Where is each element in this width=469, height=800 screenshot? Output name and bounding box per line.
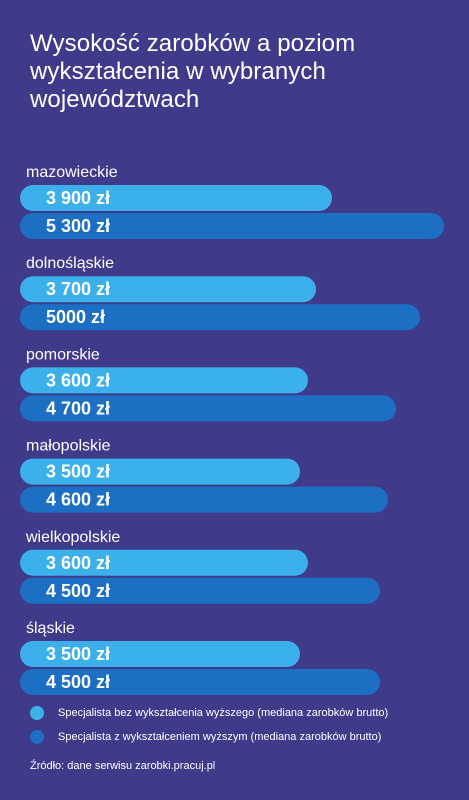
bar-no-degree [20,185,332,211]
bar-with-degree [20,669,380,695]
bar-value-label: 3 500 zł [46,462,110,482]
bar-no-degree [20,641,300,667]
bar-with-degree [20,213,444,239]
legend-swatch-dark [30,730,44,744]
category-group: mazowieckie 3 900 zł 5 300 zł [20,164,444,239]
bar-value-label: 5000 zł [46,307,105,327]
bar-value-label: 3 700 zł [46,279,110,299]
category-group: dolnośląskie 3 700 zł 5000 zł [20,255,420,331]
chart-title-line-1: Wysokość zarobków a poziom [30,30,356,57]
chart-title-line-3: województwach [30,86,200,113]
category-label: dolnośląskie [26,255,114,272]
category-group: śląskie 3 500 zł 4 500 zł [20,620,380,695]
bar-chart: mazowieckie 3 900 zł 5 300 zł dolnośląskie 3… [20,164,444,695]
bar-no-degree [20,276,316,303]
source-note: Źródło: dane serwisu zarobki.pracuj.pl [30,760,216,772]
category-group: małopolskie 3 500 zł 4 600 zł [20,438,388,513]
category-group: wielkopolskie 3 600 zł 4 500 zł [20,529,380,604]
legend-item-light: Specjalista bez wykształcenia wyższego (… [30,704,388,722]
bar-with-degree [20,304,420,331]
category-label: małopolskie [26,438,111,455]
bar-value-label: 3 900 zł [46,188,110,208]
category-label: śląskie [26,620,75,637]
bar-value-label: 5 300 zł [46,216,110,236]
legend-label-dark: Specjalista z wykształceniem wyższym (me… [58,731,382,743]
legend-label-light: Specjalista bez wykształcenia wyższego (… [58,707,389,719]
bar-value-label: 3 500 zł [46,644,110,664]
category-label: wielkopolskie [25,529,120,546]
bar-no-degree [20,458,300,485]
bar-value-label: 3 600 zł [46,553,110,573]
bar-value-label: 4 500 zł [46,581,110,601]
bar-value-label: 4 700 zł [46,398,110,418]
bar-with-degree [20,395,396,422]
legend-swatch-light [30,706,44,720]
bar-value-label: 4 500 zł [46,672,110,692]
category-group: pomorskie 3 600 zł 4 700 zł [20,346,396,422]
category-label: pomorskie [26,346,100,363]
chart-title: Wysokość zarobków a poziom wykształcenia… [30,30,450,114]
bar-value-label: 3 600 zł [46,370,110,390]
bar-value-label: 4 600 zł [46,490,110,510]
bar-with-degree [20,486,388,513]
legend: Specjalista bez wykształcenia wyższego (… [30,704,388,752]
chart-title-line-2: wykształcenia w wybranych [30,58,326,85]
bar-with-degree [20,577,380,604]
category-label: mazowieckie [26,164,118,181]
bar-no-degree [20,367,308,394]
legend-item-dark: Specjalista z wykształceniem wyższym (me… [30,728,388,746]
bar-no-degree [20,549,308,576]
